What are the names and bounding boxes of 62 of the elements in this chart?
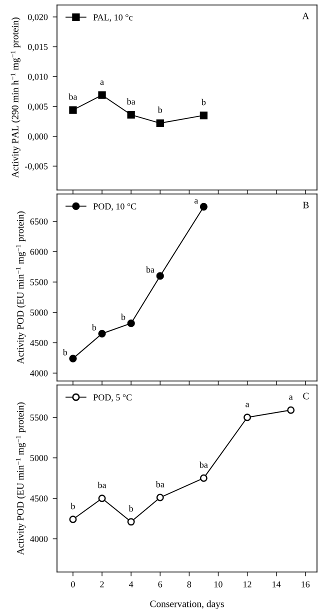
- point: [98, 330, 106, 338]
- annotation: b: [158, 106, 162, 113]
- legend-label: PAL, 10 °c: [93, 14, 132, 22]
- x-tick-label: 8: [187, 581, 192, 588]
- y-tick-label: 0,005: [28, 104, 48, 111]
- y-tick-label: 5500: [30, 279, 48, 286]
- y-tick-label: 4500: [30, 340, 48, 346]
- point: [69, 354, 77, 362]
- y-tick-label: 5000: [30, 310, 48, 316]
- x-tick-label: 4: [129, 581, 134, 588]
- point: [156, 119, 164, 127]
- annotation: b: [201, 98, 206, 106]
- point: [200, 112, 208, 120]
- annotation: b: [92, 324, 96, 330]
- point: [69, 106, 77, 114]
- y-tick-label: 5500: [30, 414, 48, 421]
- annotation: ba: [98, 482, 106, 488]
- y-tick-label: 4500: [30, 495, 48, 502]
- y-tick-label: 4000: [30, 536, 48, 542]
- y-tick-label: -0,005: [24, 163, 48, 171]
- annotation: a: [246, 402, 250, 408]
- annotation: b: [70, 502, 75, 510]
- annotation: A: [302, 12, 310, 20]
- x-tick-label: 14: [272, 581, 281, 588]
- y-axis-title: Activity PAL (290 min h$^{−1}$ mg$^{−1}$ protein): [10, 18, 20, 178]
- y-tick-label: 6500: [30, 218, 48, 225]
- annotation: B: [302, 202, 309, 208]
- legend-label: POD, 10 °C: [93, 203, 136, 211]
- point: [98, 91, 106, 99]
- annotation: b: [128, 505, 133, 512]
- y-tick-label: 0,020: [28, 14, 48, 22]
- annotation: C: [303, 392, 309, 400]
- annotation: ba: [68, 94, 78, 100]
- annotation: ba: [199, 462, 208, 468]
- point: [127, 110, 135, 119]
- y-axis-title: Activity POD (EU min$^{−1}$ mg$^{−1}$ protein): [16, 402, 26, 555]
- point: [156, 272, 164, 280]
- annotation: b: [62, 348, 68, 356]
- x-tick-label: 6: [158, 581, 162, 588]
- x-tick-label: 10: [214, 581, 222, 588]
- point: [127, 320, 135, 328]
- annotation: a: [100, 80, 104, 85]
- point: [200, 202, 208, 211]
- y-tick-label: 0,010: [28, 74, 48, 82]
- y-tick-label: 5000: [30, 454, 48, 462]
- annotation: ba: [146, 266, 154, 273]
- x-tick-label: 0: [71, 581, 75, 588]
- y-tick-label: 6000: [30, 248, 48, 255]
- annotation: ba: [126, 98, 136, 105]
- x-tick-label: 12: [244, 581, 252, 588]
- annotation: a: [289, 396, 293, 400]
- y-axis-title: Activity POD (EU min$^{−1}$ mg$^{−1}$ protein): [16, 211, 26, 364]
- annotation: ba: [156, 481, 164, 488]
- x-axis-title: Conservation, days: [150, 600, 224, 609]
- y-tick-label: 0,015: [28, 44, 48, 52]
- annotation: a: [194, 199, 198, 204]
- y-tick-label: 0,000: [28, 133, 48, 141]
- annotation: b: [121, 314, 126, 320]
- y-tick-label: 4000: [30, 370, 48, 376]
- x-tick-label: 2: [100, 581, 104, 588]
- legend-label: POD, 5 °C: [93, 394, 132, 402]
- x-tick-label: 16: [302, 581, 310, 588]
